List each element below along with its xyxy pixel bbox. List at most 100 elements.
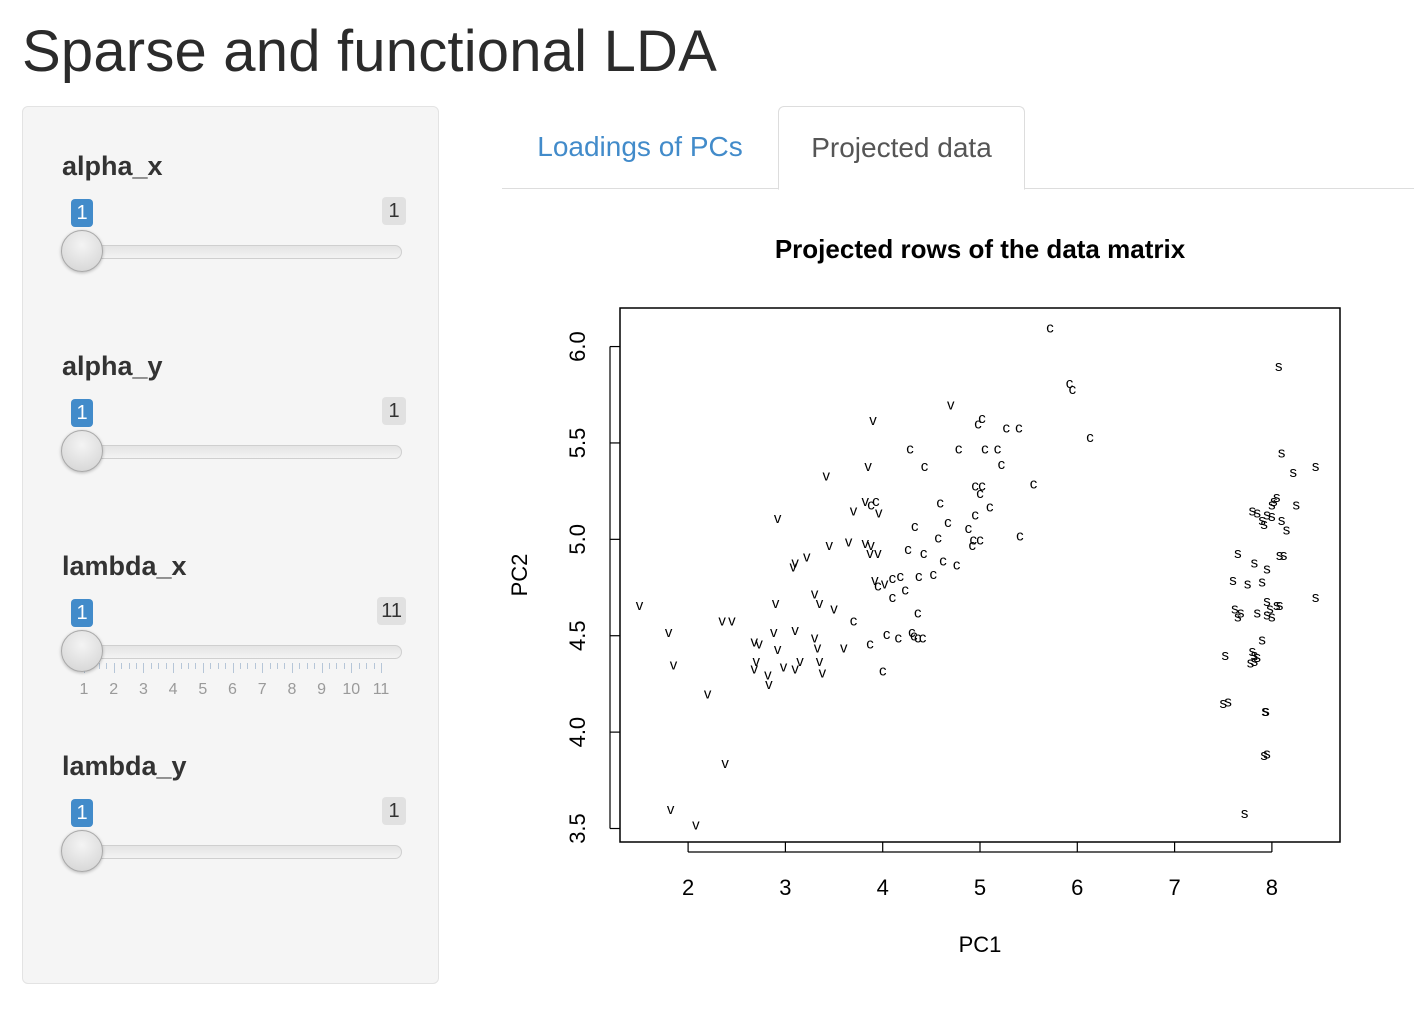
data-point-v: v bbox=[864, 458, 872, 475]
slider-grid-tick bbox=[291, 663, 293, 673]
data-point-s: s bbox=[1263, 607, 1271, 624]
data-point-s: s bbox=[1278, 445, 1286, 462]
data-point-s: s bbox=[1229, 572, 1237, 589]
data-point-v: v bbox=[814, 639, 822, 656]
data-point-s: s bbox=[1234, 608, 1242, 625]
slider-alpha-y[interactable]: alpha_y 1 1 bbox=[61, 351, 406, 501]
tab-projected-data[interactable]: Projected data bbox=[778, 106, 1025, 190]
data-point-s: s bbox=[1268, 497, 1276, 514]
tab-loadings-of-pcs[interactable]: Loadings of PCs bbox=[537, 131, 743, 162]
data-point-v: v bbox=[765, 676, 773, 693]
data-point-c: c bbox=[998, 456, 1006, 473]
data-point-s: s bbox=[1254, 605, 1262, 622]
slider-max-badge: 1 bbox=[382, 197, 406, 225]
data-point-c: c bbox=[968, 537, 976, 554]
x-tick-label: 2 bbox=[682, 875, 694, 900]
data-point-s: s bbox=[1268, 508, 1276, 525]
y-tick-label: 5.5 bbox=[565, 428, 590, 459]
slider-grid-tick bbox=[143, 663, 145, 673]
slider-grid-tick bbox=[381, 663, 382, 673]
slider-lambda-y[interactable]: lambda_y 1 1 bbox=[61, 751, 406, 901]
slider-grid-minor-tick bbox=[373, 663, 375, 669]
data-point-v: v bbox=[752, 653, 760, 670]
data-point-c: c bbox=[936, 495, 944, 512]
slider-track[interactable] bbox=[65, 645, 402, 659]
data-point-v: v bbox=[874, 545, 882, 562]
slider-track[interactable] bbox=[65, 245, 402, 259]
slider-alpha-x[interactable]: alpha_x 1 1 bbox=[61, 151, 406, 301]
data-point-c: c bbox=[953, 556, 961, 573]
chart-title: Projected rows of the data matrix bbox=[775, 234, 1186, 264]
slider-grid-tick bbox=[262, 663, 264, 673]
data-point-c: c bbox=[1046, 319, 1054, 336]
slider-handle[interactable] bbox=[61, 430, 103, 472]
data-point-c: c bbox=[969, 531, 977, 548]
x-axis-label: PC1 bbox=[959, 932, 1002, 957]
data-point-c: c bbox=[971, 506, 979, 523]
slider-grid-label: 3 bbox=[138, 681, 148, 698]
data-point-s: s bbox=[1263, 560, 1271, 577]
data-point-s: s bbox=[1263, 593, 1271, 610]
slider-grid-minor-tick bbox=[306, 663, 308, 669]
data-point-c: c bbox=[976, 531, 984, 548]
slider-label-lambda-x: lambda_x bbox=[62, 551, 187, 581]
data-point-c: c bbox=[879, 662, 887, 679]
slider-grid-minor-tick bbox=[187, 663, 189, 669]
data-point-c: c bbox=[866, 635, 874, 652]
slider-track[interactable] bbox=[65, 445, 402, 459]
slider-grid-label: 9 bbox=[317, 681, 327, 698]
data-point-v: v bbox=[751, 634, 759, 651]
data-point-v: v bbox=[774, 641, 782, 658]
slider-max-badge: 1 bbox=[382, 797, 406, 825]
data-point-c: c bbox=[944, 514, 952, 531]
data-point-v: v bbox=[867, 537, 875, 554]
data-point-v: v bbox=[845, 533, 853, 550]
slider-grid-label: 10 bbox=[342, 681, 361, 698]
slider-handle[interactable] bbox=[61, 230, 103, 272]
slider-track[interactable] bbox=[65, 845, 402, 859]
data-point-s: s bbox=[1276, 547, 1284, 564]
data-point-v: v bbox=[755, 635, 763, 652]
slider-grid-tick bbox=[202, 663, 204, 673]
data-point-c: c bbox=[908, 624, 916, 641]
data-point-v: v bbox=[823, 468, 831, 485]
data-point-v: v bbox=[811, 630, 819, 647]
data-point-v: v bbox=[819, 664, 827, 681]
data-point-c: c bbox=[914, 605, 922, 622]
data-point-s: s bbox=[1268, 608, 1276, 625]
slider-grid-minor-tick bbox=[128, 663, 130, 669]
slider-grid-minor-tick bbox=[150, 663, 152, 669]
data-point-s: s bbox=[1258, 632, 1266, 649]
data-point-v: v bbox=[861, 493, 869, 510]
data-point-s: s bbox=[1290, 464, 1298, 481]
slider-grid-minor-tick bbox=[284, 663, 286, 669]
data-point-c: c bbox=[889, 570, 897, 587]
slider-grid-tick bbox=[351, 663, 353, 673]
slider-handle[interactable] bbox=[61, 630, 103, 672]
slider-grid-tick bbox=[113, 663, 115, 673]
slider-grid-label: 6 bbox=[228, 681, 237, 698]
data-point-v: v bbox=[751, 660, 759, 677]
data-point-s: s bbox=[1247, 655, 1255, 672]
data-point-s: s bbox=[1224, 693, 1232, 710]
data-point-v: v bbox=[774, 510, 782, 527]
slider-handle[interactable] bbox=[61, 830, 103, 872]
tab-bar: Loadings of PCs Projected data bbox=[502, 106, 1414, 190]
x-tick-label: 7 bbox=[1168, 875, 1180, 900]
slider-lambda-x[interactable]: lambda_x 1 11 1 2 3 4 5 6 7 8 9 10 11 bbox=[61, 551, 406, 701]
data-point-c: c bbox=[1015, 420, 1023, 437]
slider-value-badge: 1 bbox=[71, 599, 93, 627]
data-point-s: s bbox=[1262, 703, 1270, 720]
slider-grid-minor-tick bbox=[165, 663, 167, 669]
slider-grid-minor-tick bbox=[195, 663, 197, 669]
slider-grid-minor-tick bbox=[158, 663, 160, 669]
data-point-c: c bbox=[850, 612, 858, 629]
slider-grid-minor-tick bbox=[247, 663, 249, 669]
data-point-s: s bbox=[1273, 489, 1281, 506]
data-point-c: c bbox=[994, 441, 1002, 458]
data-point-s: s bbox=[1275, 358, 1283, 375]
data-point-v: v bbox=[796, 653, 804, 670]
data-point-c: c bbox=[867, 497, 875, 514]
data-point-c: c bbox=[1030, 475, 1038, 492]
slider-grid-label: 8 bbox=[287, 681, 297, 698]
